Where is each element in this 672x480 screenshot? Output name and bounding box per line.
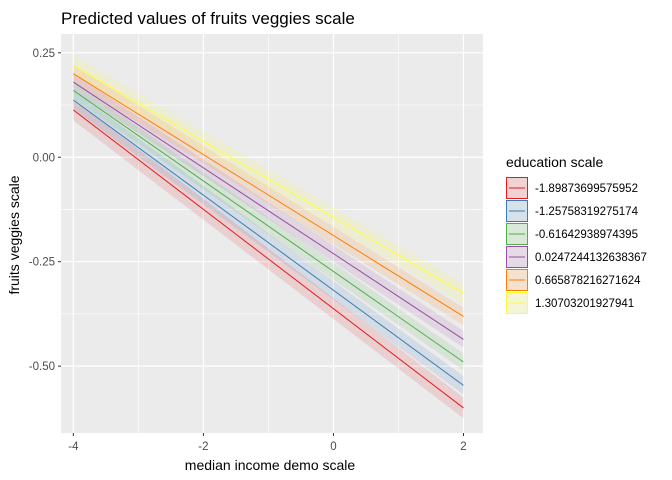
legend-label-6: 1.30703201927941: [535, 298, 634, 310]
line-series-2: [73, 99, 464, 386]
y-tick-label: 0.25: [33, 48, 55, 60]
legend-label-1: -1.89873699575952: [535, 183, 638, 195]
line-series-1: [73, 109, 464, 409]
legend-label-4: 0.0247244132638367: [535, 252, 647, 264]
y-tick-label: -0.50: [29, 361, 55, 373]
x-axis-title: median income demo scale: [185, 457, 356, 473]
legend-label-3: -0.61642938974395: [535, 229, 638, 241]
legend-label-5: 0.665878216271624: [535, 275, 641, 287]
y-axis: 0.25 0.00 -0.25 -0.50: [29, 48, 61, 373]
legend-label-2: -1.25758319275174: [535, 206, 639, 218]
y-tick-label: -0.25: [29, 257, 55, 269]
x-tick-label: 0: [330, 441, 336, 453]
x-tick-label: 2: [460, 441, 466, 453]
line-series-3: [73, 89, 464, 363]
line-series-5: [73, 73, 464, 317]
grid: [61, 34, 483, 433]
series-lines: [73, 64, 464, 409]
y-axis-title: fruits veggies scale: [6, 175, 22, 294]
y-tick-label: 0.00: [33, 152, 55, 164]
legend: education scale -1.89873699575952 -1.2575…: [506, 154, 647, 314]
x-axis: -4 -2 0 2: [68, 433, 467, 453]
line-series-6: [73, 64, 464, 294]
x-tick-label: -2: [198, 441, 208, 453]
chart-title: Predicted values of fruits veggies scale: [61, 9, 355, 28]
line-series-4: [73, 81, 464, 340]
x-tick-label: -4: [68, 441, 79, 453]
legend-title: education scale: [506, 154, 604, 170]
